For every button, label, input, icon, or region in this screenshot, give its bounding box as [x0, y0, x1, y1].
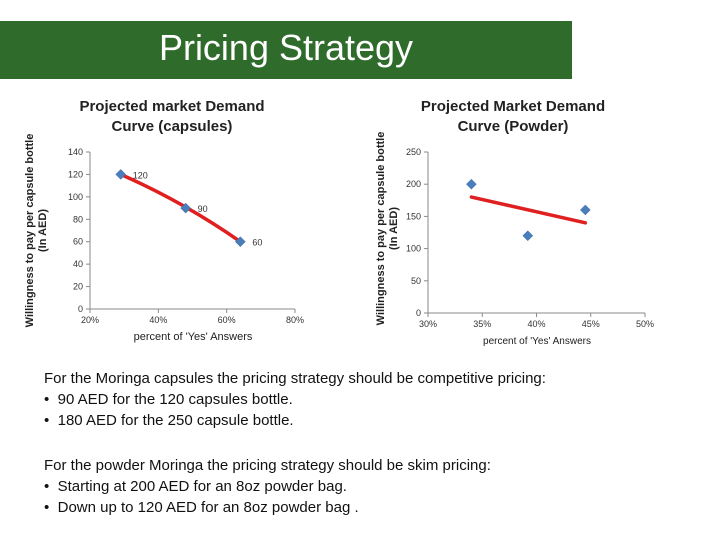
bullet-glyph: • — [44, 499, 50, 516]
x-tick-label: 40% — [149, 315, 167, 325]
y-axis-label: Willingness to pay per capsule bottle(In… — [375, 132, 400, 326]
capsules-pricing-paragraph: For the Moringa capsules the pricing str… — [44, 368, 546, 431]
x-tick-label: 45% — [582, 319, 600, 329]
trendline — [469, 195, 588, 225]
data-point — [180, 202, 192, 214]
x-tick-label: 30% — [419, 319, 437, 329]
x-tick-label: 50% — [636, 319, 654, 329]
x-axis-label: percent of 'Yes' Answers — [134, 331, 253, 343]
y-tick-label: 150 — [406, 211, 421, 221]
y-axis-label-line: (In AED) — [37, 209, 49, 252]
y-tick-label: 50 — [411, 276, 421, 286]
y-tick-label: 140 — [68, 147, 83, 157]
y-tick-label: 20 — [73, 282, 83, 292]
chart-title-powder: Projected Market Demand Curve (Powder) — [420, 98, 606, 135]
data-label: 120 — [133, 170, 148, 180]
y-tick-label: 0 — [416, 308, 421, 318]
data-point — [579, 204, 591, 216]
powder-pricing-lead: For the powder Moringa the pricing strat… — [44, 457, 491, 474]
data-label: 90 — [198, 204, 208, 214]
bullet-glyph: • — [44, 412, 50, 429]
list-item: • 180 AED for the 250 capsule bottle. — [44, 412, 294, 429]
x-tick-label: 35% — [473, 319, 491, 329]
capsules-strategy-name: competitive pricing — [417, 370, 542, 387]
y-axis-label-line: Willingness to pay per capsule bottle — [24, 134, 36, 328]
y-tick-label: 100 — [406, 244, 421, 254]
data-point — [115, 169, 127, 180]
y-axis-label-line: Willingness to pay per capsule bottle — [375, 132, 387, 326]
x-tick-label: 60% — [218, 315, 236, 325]
list-item: • Down up to 120 AED for an 8oz powder b… — [44, 499, 359, 516]
x-tick-label: 40% — [527, 319, 545, 329]
bullet-glyph: • — [44, 478, 50, 495]
data-point — [466, 178, 477, 190]
capsules-pricing-lead: For the Moringa capsules the pricing str… — [44, 370, 546, 387]
bullet-glyph: • — [44, 391, 50, 408]
y-axis-label: Willingness to pay per capsule bottle(In… — [24, 134, 49, 328]
x-tick-label: 20% — [81, 315, 99, 325]
y-tick-label: 100 — [68, 192, 83, 202]
y-tick-label: 0 — [78, 304, 83, 314]
trendline — [119, 172, 243, 244]
y-tick-label: 40 — [73, 259, 83, 269]
y-tick-label: 250 — [406, 147, 421, 157]
data-label: 60 — [252, 238, 262, 248]
x-tick-label: 80% — [286, 315, 304, 325]
powder-strategy-name: skim pricing — [407, 457, 487, 474]
chart-title-capsules: Projected market Demand Curve (capsules) — [79, 98, 265, 135]
x-axis-label: percent of 'Yes' Answers — [483, 336, 591, 347]
title-bar — [0, 21, 572, 79]
y-tick-label: 200 — [406, 179, 421, 189]
slide-title: Pricing Strategy — [158, 27, 414, 68]
list-item: • Starting at 200 AED for an 8oz powder … — [44, 478, 347, 495]
y-tick-label: 80 — [73, 214, 83, 224]
data-point — [522, 230, 534, 242]
list-item: • 90 AED for the 120 capsules bottle. — [44, 391, 293, 408]
powder-pricing-paragraph: For the powder Moringa the pricing strat… — [44, 455, 491, 518]
data-point — [234, 236, 246, 248]
y-tick-label: 120 — [68, 169, 83, 179]
y-axis-label-line: (In AED) — [388, 207, 400, 250]
y-tick-label: 60 — [73, 237, 83, 247]
